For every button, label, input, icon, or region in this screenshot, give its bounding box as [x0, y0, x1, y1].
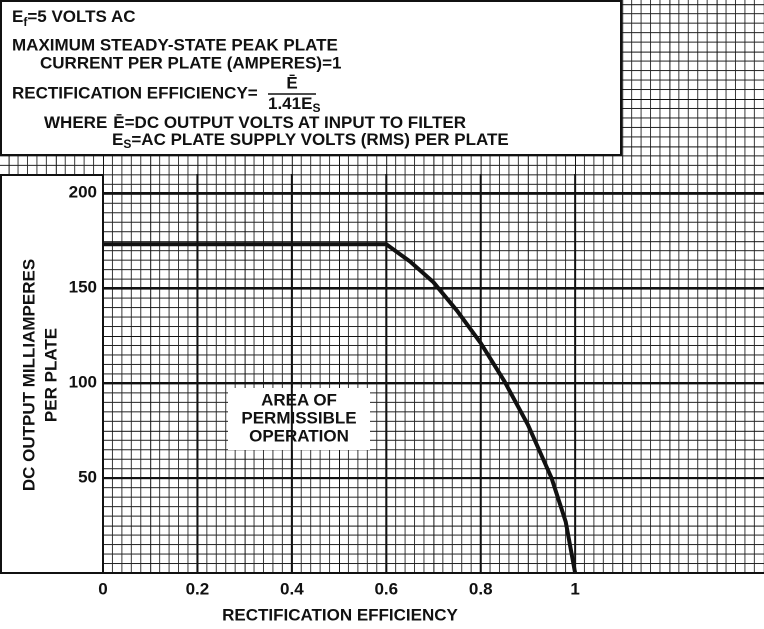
note: RECTIFICATION EFFICIENCY=: [12, 83, 258, 102]
note: MAXIMUM STEADY-STATE PEAK PLATE: [12, 35, 338, 54]
note: Ē: [286, 73, 297, 92]
x-tick-label: 0.6: [374, 579, 398, 598]
y-axis-panel: [0, 174, 104, 574]
x-tick-label: 0.4: [280, 579, 304, 598]
note: 1.41ES: [268, 94, 320, 115]
y-tick-label: 200: [69, 182, 97, 201]
y-tick-label: 50: [78, 467, 97, 486]
annotation: OPERATION: [249, 426, 349, 445]
x-tick-label: 0.2: [186, 579, 210, 598]
x-axis-panel: [0, 573, 764, 629]
y-tick-label: 100: [69, 372, 97, 391]
note: CURRENT PER PLATE (AMPERES)=1: [40, 53, 341, 72]
note: Ef=5 VOLTS AC: [12, 7, 136, 29]
y-axis-label: DC OUTPUT MILLIAMPERES: [19, 259, 38, 491]
y-axis-label: PER PLATE: [41, 328, 60, 422]
x-axis-label: RECTIFICATION EFFICIENCY: [222, 605, 458, 624]
limit-curve: [103, 242, 578, 574]
note-box: [0, 0, 622, 156]
x-tick-label: 1: [570, 579, 579, 598]
y-tick-label: 150: [69, 277, 97, 296]
x-tick-label: 0.8: [469, 579, 493, 598]
annotation: PERMISSIBLE: [241, 408, 356, 427]
annotation-box: [228, 388, 370, 450]
note: ES=AC PLATE SUPPLY VOLTS (RMS) PER PLATE: [112, 130, 509, 151]
note: WHERE Ē=DC OUTPUT VOLTS AT INPUT TO FILTE…: [44, 113, 466, 132]
x-tick-label: 0: [98, 579, 107, 598]
annotation: AREA OF: [261, 390, 337, 409]
